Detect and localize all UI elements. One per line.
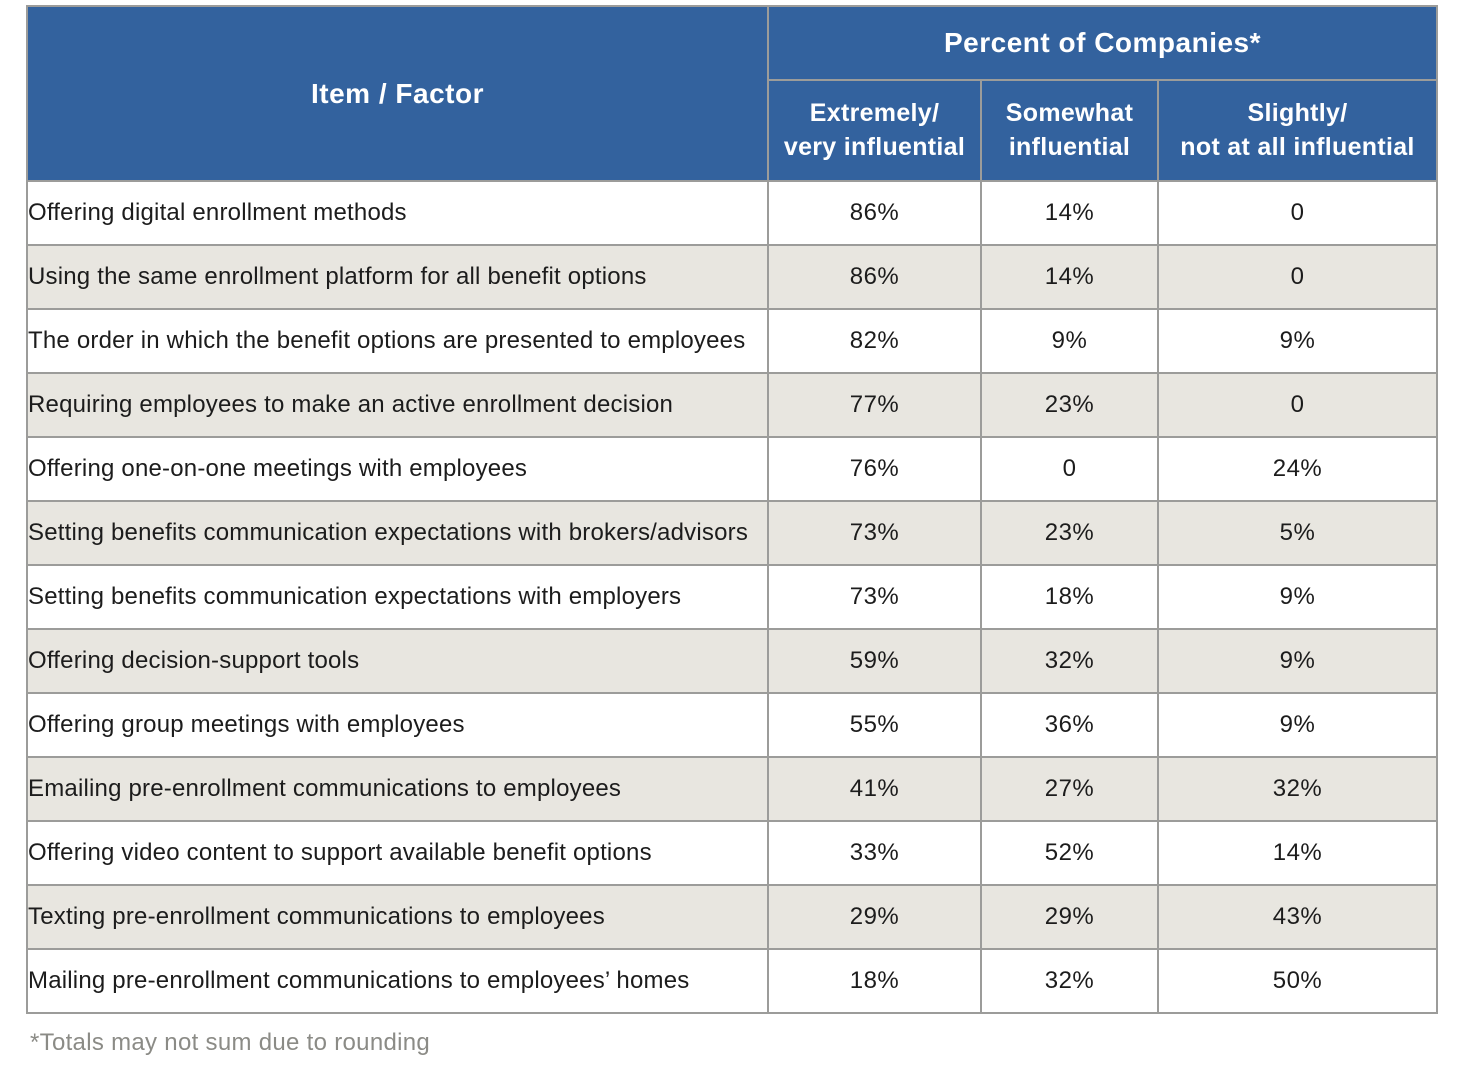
value-cell: 36% bbox=[980, 692, 1159, 758]
value-cell: 29% bbox=[767, 884, 982, 950]
table-row: Mailing pre-enrollment communications to… bbox=[26, 948, 1438, 1014]
value-cell: 23% bbox=[980, 500, 1159, 566]
factor-cell: Offering video content to support availa… bbox=[26, 820, 769, 886]
table-row: Emailing pre-enrollment communications t… bbox=[26, 756, 1438, 822]
value-cell: 43% bbox=[1157, 884, 1438, 950]
percent-of-companies-header: Percent of Companies* bbox=[767, 5, 1438, 81]
value-cell: 14% bbox=[980, 244, 1159, 310]
table-row: Using the same enrollment platform for a… bbox=[26, 244, 1438, 310]
value-cell: 76% bbox=[767, 436, 982, 502]
factor-cell: Using the same enrollment platform for a… bbox=[26, 244, 769, 310]
value-cell: 29% bbox=[980, 884, 1159, 950]
factor-cell: Emailing pre-enrollment communications t… bbox=[26, 756, 769, 822]
value-cell: 5% bbox=[1157, 500, 1438, 566]
value-cell: 59% bbox=[767, 628, 982, 694]
item-factor-header: Item / Factor bbox=[26, 5, 769, 182]
value-cell: 32% bbox=[980, 628, 1159, 694]
value-cell: 9% bbox=[1157, 564, 1438, 630]
table-row: Offering digital enrollment methods 86% … bbox=[26, 180, 1438, 246]
influence-factors-table: Item / Factor Percent of Companies* Extr… bbox=[26, 5, 1438, 1014]
table-row: The order in which the benefit options a… bbox=[26, 308, 1438, 374]
value-cell: 50% bbox=[1157, 948, 1438, 1014]
value-cell: 14% bbox=[980, 180, 1159, 246]
value-cell: 32% bbox=[980, 948, 1159, 1014]
value-cell: 86% bbox=[767, 244, 982, 310]
value-cell: 82% bbox=[767, 308, 982, 374]
factor-cell: Offering group meetings with employees bbox=[26, 692, 769, 758]
value-cell: 73% bbox=[767, 500, 982, 566]
table-row: Texting pre-enrollment communications to… bbox=[26, 884, 1438, 950]
table-row: Offering group meetings with employees 5… bbox=[26, 692, 1438, 758]
factor-cell: Offering decision-support tools bbox=[26, 628, 769, 694]
table-header: Item / Factor Percent of Companies* Extr… bbox=[26, 5, 1438, 182]
factor-cell: Mailing pre-enrollment communications to… bbox=[26, 948, 769, 1014]
factor-cell: The order in which the benefit options a… bbox=[26, 308, 769, 374]
table-row: Requiring employees to make an active en… bbox=[26, 372, 1438, 438]
value-cell: 9% bbox=[1157, 308, 1438, 374]
value-cell: 55% bbox=[767, 692, 982, 758]
influence-factors-table-container: Item / Factor Percent of Companies* Extr… bbox=[26, 5, 1438, 1057]
factor-cell: Requiring employees to make an active en… bbox=[26, 372, 769, 438]
table-row: Offering video content to support availa… bbox=[26, 820, 1438, 886]
value-cell: 86% bbox=[767, 180, 982, 246]
column-header-extremely-very-influential: Extremely/ very influential bbox=[767, 79, 982, 182]
value-cell: 0 bbox=[1157, 180, 1438, 246]
value-cell: 14% bbox=[1157, 820, 1438, 886]
value-cell: 33% bbox=[767, 820, 982, 886]
table-row: Offering one-on-one meetings with employ… bbox=[26, 436, 1438, 502]
value-cell: 18% bbox=[767, 948, 982, 1014]
value-cell: 0 bbox=[980, 436, 1159, 502]
value-cell: 0 bbox=[1157, 244, 1438, 310]
value-cell: 9% bbox=[1157, 692, 1438, 758]
factor-cell: Setting benefits communication expectati… bbox=[26, 500, 769, 566]
table-row: Setting benefits communication expectati… bbox=[26, 564, 1438, 630]
footnote: *Totals may not sum due to rounding bbox=[30, 1029, 431, 1056]
value-cell: 73% bbox=[767, 564, 982, 630]
value-cell: 9% bbox=[980, 308, 1159, 374]
value-cell: 0 bbox=[1157, 372, 1438, 438]
factor-cell: Offering one-on-one meetings with employ… bbox=[26, 436, 769, 502]
column-header-slightly-not-at-all-influential: Slightly/ not at all influential bbox=[1157, 79, 1438, 182]
table-body: Offering digital enrollment methods 86% … bbox=[26, 180, 1438, 1014]
factor-cell: Offering digital enrollment methods bbox=[26, 180, 769, 246]
value-cell: 27% bbox=[980, 756, 1159, 822]
value-cell: 23% bbox=[980, 372, 1159, 438]
value-cell: 18% bbox=[980, 564, 1159, 630]
table-row: Offering decision-support tools 59% 32% … bbox=[26, 628, 1438, 694]
table-row: Setting benefits communication expectati… bbox=[26, 500, 1438, 566]
factor-cell: Setting benefits communication expectati… bbox=[26, 564, 769, 630]
value-cell: 24% bbox=[1157, 436, 1438, 502]
value-cell: 32% bbox=[1157, 756, 1438, 822]
factor-cell: Texting pre-enrollment communications to… bbox=[26, 884, 769, 950]
value-cell: 77% bbox=[767, 372, 982, 438]
value-cell: 41% bbox=[767, 756, 982, 822]
value-cell: 9% bbox=[1157, 628, 1438, 694]
column-header-somewhat-influential: Somewhat influential bbox=[980, 79, 1159, 182]
value-cell: 52% bbox=[980, 820, 1159, 886]
